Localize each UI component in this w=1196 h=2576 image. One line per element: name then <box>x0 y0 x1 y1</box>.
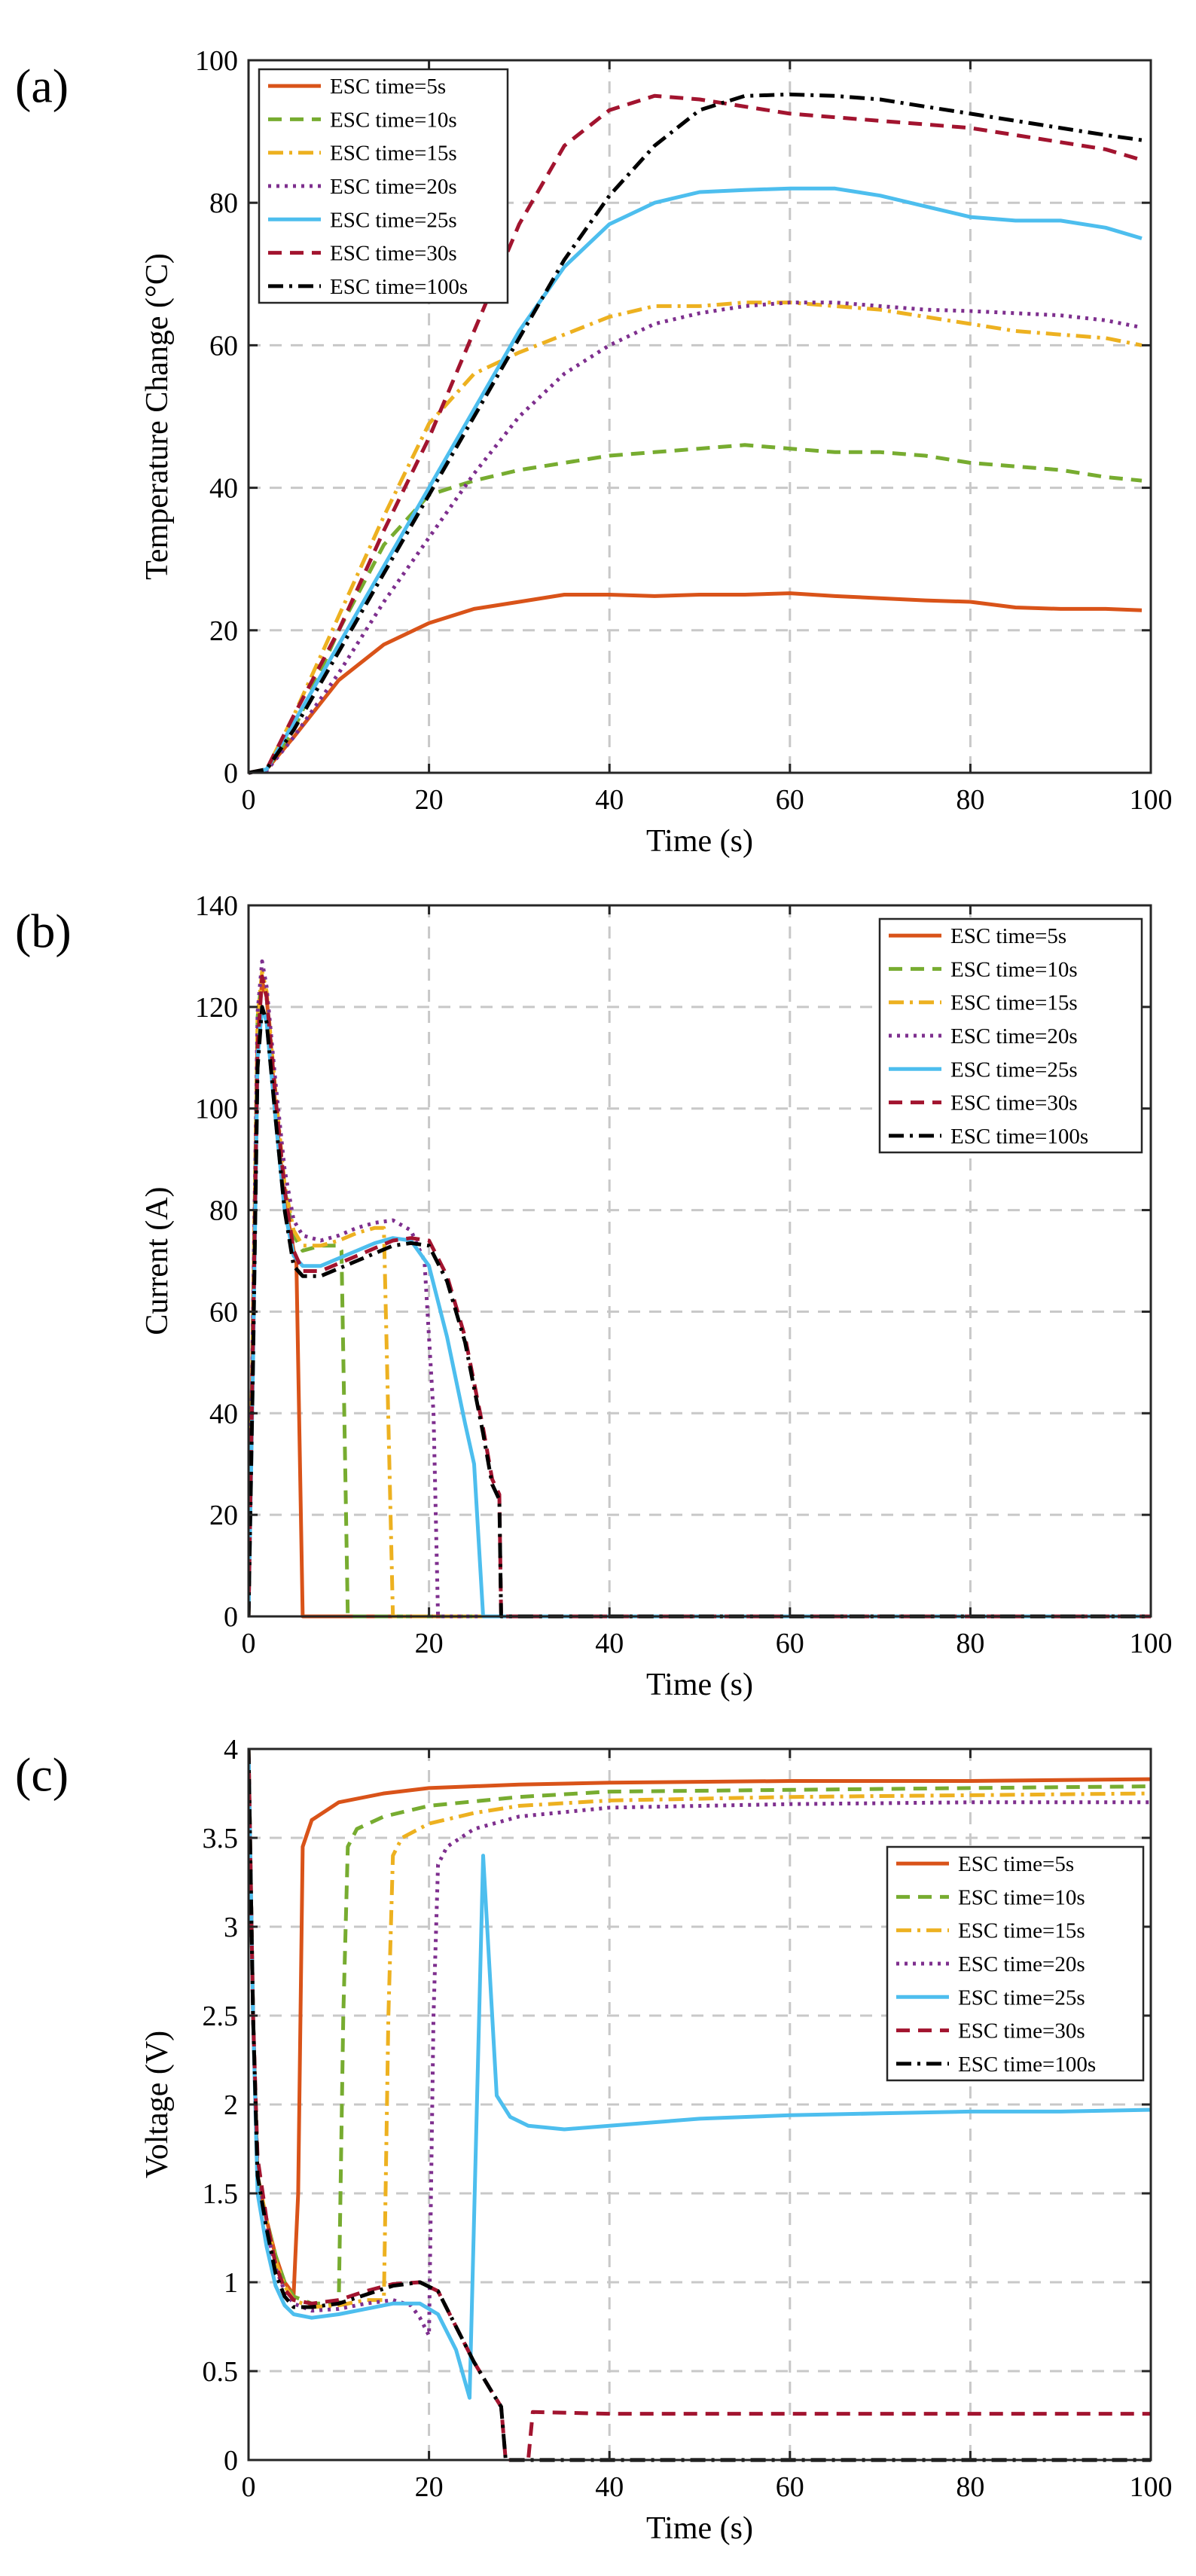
x-tick-label: 100 <box>1130 1628 1173 1659</box>
legend-label: ESC time=25s <box>330 208 457 232</box>
series-line-4 <box>249 959 1151 1619</box>
y-axis-title: Voltage (V) <box>140 2031 175 2178</box>
y-tick-label: 100 <box>195 1094 238 1125</box>
legend-label: ESC time=15s <box>330 142 457 166</box>
legend-label: ESC time=5s <box>330 75 446 99</box>
legend-label: ESC time=100s <box>958 2053 1096 2077</box>
x-tick-label: 20 <box>415 2471 444 2503</box>
x-tick-label: 0 <box>242 2471 256 2503</box>
x-tick-label: 60 <box>776 2471 804 2503</box>
x-tick-label: 100 <box>1130 2471 1173 2503</box>
plot-frame <box>247 59 1152 774</box>
legend-label: ESC time=10s <box>950 957 1078 981</box>
legend-label: ESC time=30s <box>330 242 457 266</box>
x-tick-label: 40 <box>595 784 624 816</box>
series-line-5 <box>249 1748 1151 2400</box>
y-tick-label: 3.5 <box>203 1823 239 1854</box>
series-group <box>249 92 1143 775</box>
x-tick-label: 0 <box>242 1628 256 1659</box>
series-line-4 <box>249 301 1143 775</box>
y-tick-label: 80 <box>209 1195 238 1227</box>
legend-label: ESC time=30s <box>958 2019 1085 2043</box>
panel-label: (b) <box>15 905 72 958</box>
legend-box <box>258 68 509 304</box>
legend-label: ESC time=25s <box>950 1058 1078 1082</box>
legend-label: ESC time=20s <box>330 175 457 199</box>
x-axis-title: Time (s) <box>646 1668 753 1702</box>
legend: ESC time=5s ESC time=10s ESC time=15s ESC t… <box>886 1845 1145 2082</box>
legend-label: ESC time=20s <box>958 1952 1085 1976</box>
x-axis-title: Time (s) <box>646 824 753 859</box>
y-tick-label: 4 <box>224 1734 238 1766</box>
y-tick-label: 80 <box>209 188 238 219</box>
series-line-3 <box>249 301 1143 775</box>
y-tick-label: 40 <box>209 473 238 505</box>
legend-label: ESC time=5s <box>950 924 1066 948</box>
x-tick-label: 60 <box>776 784 804 816</box>
y-tick-label: 0 <box>224 2445 238 2477</box>
series-line-6 <box>249 93 1143 775</box>
series-line-2 <box>249 1748 1151 2306</box>
legend-label: ESC time=100s <box>330 275 468 299</box>
x-tick-label: 80 <box>956 2471 984 2503</box>
legend: ESC time=5s ESC time=10s ESC time=15s ESC t… <box>878 917 1143 1154</box>
y-tick-label: 120 <box>195 992 238 1024</box>
x-tick-label: 100 <box>1130 784 1173 816</box>
panel-label: (a) <box>15 60 69 113</box>
series-line-1 <box>249 591 1143 775</box>
plot-frame <box>247 904 1152 1618</box>
y-tick-label: 2 <box>224 2089 238 2121</box>
x-tick-label: 20 <box>415 1628 444 1659</box>
legend-label: ESC time=10s <box>958 1885 1085 1909</box>
y-tick-label: 100 <box>195 45 238 77</box>
series-line-3 <box>249 969 1151 1619</box>
y-tick-label: 1.5 <box>203 2178 239 2210</box>
x-tick-label: 40 <box>595 1628 624 1659</box>
x-tick-label: 40 <box>595 2471 624 2503</box>
x-axis-title: Time (s) <box>646 2511 753 2546</box>
series-line-5 <box>249 186 1143 775</box>
y-tick-label: 0 <box>224 1601 238 1633</box>
series-line-7 <box>249 1005 1151 1619</box>
y-tick-label: 1 <box>224 2267 238 2299</box>
chart-panel-3: (c) 0 20 40 60 80 100 0 0.5 1 1.5 2 2.5 3 3.5 4 Time (s)… <box>15 1734 1173 2546</box>
legend-label: ESC time=15s <box>958 1919 1085 1943</box>
legend-label: ESC time=30s <box>950 1091 1078 1116</box>
y-tick-label: 60 <box>209 330 238 362</box>
x-tick-label: 60 <box>776 1628 804 1659</box>
chart-panel-2: (b) 0 20 40 60 80 100 0 20 40 60 80 100 120 140 Time (s… <box>15 890 1173 1702</box>
x-tick-label: 0 <box>242 784 256 816</box>
x-tick-label: 80 <box>956 1628 984 1659</box>
y-tick-label: 2.5 <box>203 2001 239 2032</box>
legend: ESC time=5s ESC time=10s ESC time=15s ESC t… <box>258 68 509 304</box>
legend-label: ESC time=25s <box>958 1985 1085 2010</box>
y-tick-label: 20 <box>209 1500 238 1531</box>
y-tick-label: 140 <box>195 890 238 922</box>
y-tick-label: 60 <box>209 1296 238 1328</box>
x-tick-label: 80 <box>956 784 984 816</box>
panel-label: (c) <box>15 1748 69 1802</box>
series-group <box>249 959 1151 1619</box>
y-tick-label: 0 <box>224 758 238 789</box>
y-tick-label: 40 <box>209 1398 238 1430</box>
series-line-6 <box>249 1748 1151 2462</box>
y-tick-label: 3 <box>224 1912 238 1943</box>
legend-label: ESC time=20s <box>950 1024 1078 1048</box>
y-tick-label: 20 <box>209 615 238 647</box>
y-axis-title: Current (A) <box>140 1186 175 1335</box>
series-line-7 <box>249 1748 1151 2462</box>
legend-label: ESC time=100s <box>950 1125 1088 1149</box>
legend-label: ESC time=10s <box>330 108 457 132</box>
y-axis-title: Temperature Change (°C) <box>140 253 175 580</box>
legend-label: ESC time=5s <box>958 1852 1074 1876</box>
chart-panel-1: (a) 0 20 40 60 80 100 0 20 40 60 80 100 Time (s) Tempe… <box>15 45 1173 859</box>
series-group <box>249 1748 1151 2462</box>
series-line-2 <box>249 443 1143 775</box>
legend-label: ESC time=15s <box>950 991 1078 1015</box>
y-tick-label: 0.5 <box>203 2356 239 2388</box>
x-tick-label: 20 <box>415 784 444 816</box>
series-line-6 <box>249 974 1151 1619</box>
